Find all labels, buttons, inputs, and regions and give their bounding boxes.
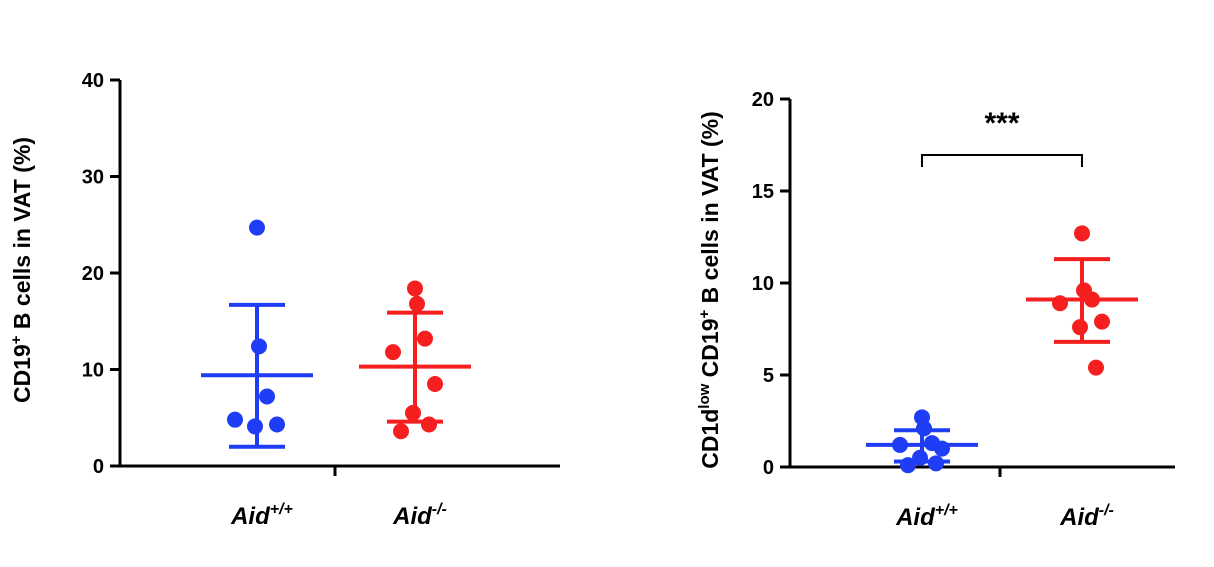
y-label-sup: + xyxy=(8,335,25,344)
y-tick-label: 5 xyxy=(763,365,774,387)
y-tick-label: 30 xyxy=(82,167,104,189)
category-sup: +/+ xyxy=(270,501,293,518)
y-tick-label: 0 xyxy=(763,457,774,479)
category-name: Aid xyxy=(895,504,936,531)
x-tick-label: Aid+/+ xyxy=(895,502,958,531)
data-point xyxy=(417,330,433,347)
y-tick-label: 10 xyxy=(752,273,774,295)
category-sup: -/- xyxy=(1099,502,1114,519)
y-axis-label: CD1dlow CD19+ B cells in VAT (%) xyxy=(696,111,723,469)
data-point xyxy=(427,375,443,392)
x-tick-label: Aid+/+ xyxy=(230,501,293,530)
y-label-text: B cells in VAT (%) xyxy=(9,137,35,336)
data-point xyxy=(259,388,275,405)
y-tick-label: 10 xyxy=(82,360,104,382)
y-label-sup: low xyxy=(696,383,713,408)
x-tick-label: Aid-/- xyxy=(392,501,447,530)
y-label-sup: + xyxy=(696,310,713,319)
significance-label: *** xyxy=(984,107,1019,140)
data-point xyxy=(407,280,423,297)
y-label-text: CD19 xyxy=(9,344,35,403)
y-label-text: CD1d xyxy=(697,409,723,469)
y-label-text: CD19 xyxy=(697,319,723,384)
data-point xyxy=(1074,225,1090,242)
category-sup: +/+ xyxy=(935,502,958,519)
y-label-text: B cells in VAT (%) xyxy=(697,111,723,310)
data-point xyxy=(421,416,437,433)
category-sup: -/- xyxy=(432,501,447,518)
data-point xyxy=(393,423,409,440)
category-name: Aid xyxy=(1059,504,1100,531)
y-tick-label: 40 xyxy=(82,70,104,92)
data-point xyxy=(1088,359,1104,376)
y-tick-label: 0 xyxy=(93,456,104,478)
x-tick-label: Aid-/- xyxy=(1059,502,1114,531)
data-point xyxy=(227,411,243,428)
y-axis-label: CD19+ B cells in VAT (%) xyxy=(8,137,35,403)
significance-bracket xyxy=(921,154,1083,167)
data-point xyxy=(409,295,425,312)
data-point xyxy=(1094,313,1110,330)
data-point xyxy=(249,219,265,236)
data-point xyxy=(385,344,401,361)
category-name: Aid xyxy=(230,503,271,530)
data-point xyxy=(269,416,285,433)
y-tick-label: 20 xyxy=(752,89,774,111)
y-tick-label: 15 xyxy=(752,181,774,203)
y-tick-label: 20 xyxy=(82,263,104,285)
category-name: Aid xyxy=(392,503,433,530)
